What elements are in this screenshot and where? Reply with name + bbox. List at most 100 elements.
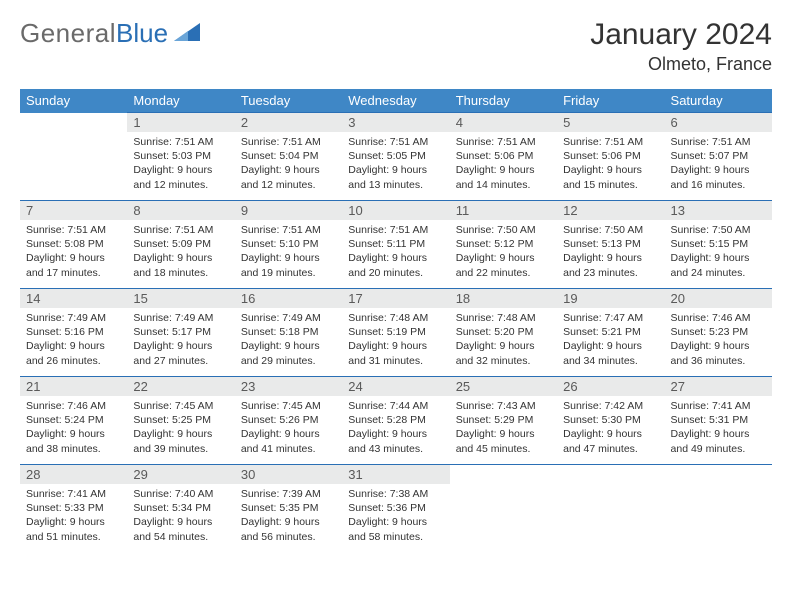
sunset-line: Sunset: 5:04 PM [241, 150, 319, 162]
daylight-line: Daylight: 9 hours and 24 minutes. [671, 252, 750, 278]
calendar-cell [665, 465, 772, 553]
sunrise-line: Sunrise: 7:38 AM [348, 488, 428, 500]
sunset-line: Sunset: 5:08 PM [26, 238, 104, 250]
sunrise-line: Sunrise: 7:39 AM [241, 488, 321, 500]
calendar-cell: 9Sunrise: 7:51 AMSunset: 5:10 PMDaylight… [235, 201, 342, 289]
location: Olmeto, France [590, 54, 772, 75]
day-data: Sunrise: 7:51 AMSunset: 5:09 PMDaylight:… [127, 220, 234, 284]
calendar-cell: 17Sunrise: 7:48 AMSunset: 5:19 PMDayligh… [342, 289, 449, 377]
calendar-cell: 29Sunrise: 7:40 AMSunset: 5:34 PMDayligh… [127, 465, 234, 553]
day-data: Sunrise: 7:51 AMSunset: 5:06 PMDaylight:… [557, 132, 664, 196]
day-data: Sunrise: 7:46 AMSunset: 5:24 PMDaylight:… [20, 396, 127, 460]
day-data: Sunrise: 7:51 AMSunset: 5:11 PMDaylight:… [342, 220, 449, 284]
sunrise-line: Sunrise: 7:51 AM [241, 136, 321, 148]
daylight-line: Daylight: 9 hours and 38 minutes. [26, 428, 105, 454]
day-number: 10 [342, 201, 449, 220]
day-data: Sunrise: 7:49 AMSunset: 5:18 PMDaylight:… [235, 308, 342, 372]
calendar-row: 28Sunrise: 7:41 AMSunset: 5:33 PMDayligh… [20, 465, 772, 553]
day-number: 14 [20, 289, 127, 308]
day-number: 29 [127, 465, 234, 484]
sunset-line: Sunset: 5:17 PM [133, 326, 211, 338]
daylight-line: Daylight: 9 hours and 12 minutes. [133, 164, 212, 190]
day-number: 17 [342, 289, 449, 308]
sunset-line: Sunset: 5:03 PM [133, 150, 211, 162]
logo-text-blue: Blue [116, 18, 168, 49]
weekday-header: Saturday [665, 89, 772, 113]
daylight-line: Daylight: 9 hours and 29 minutes. [241, 340, 320, 366]
day-number: 7 [20, 201, 127, 220]
sunrise-line: Sunrise: 7:50 AM [671, 224, 751, 236]
calendar-cell: 19Sunrise: 7:47 AMSunset: 5:21 PMDayligh… [557, 289, 664, 377]
day-number: 9 [235, 201, 342, 220]
daylight-line: Daylight: 9 hours and 49 minutes. [671, 428, 750, 454]
sunset-line: Sunset: 5:09 PM [133, 238, 211, 250]
daylight-line: Daylight: 9 hours and 20 minutes. [348, 252, 427, 278]
day-number: 23 [235, 377, 342, 396]
day-data: Sunrise: 7:51 AMSunset: 5:10 PMDaylight:… [235, 220, 342, 284]
sunset-line: Sunset: 5:34 PM [133, 502, 211, 514]
daylight-line: Daylight: 9 hours and 45 minutes. [456, 428, 535, 454]
daylight-line: Daylight: 9 hours and 15 minutes. [563, 164, 642, 190]
sunset-line: Sunset: 5:35 PM [241, 502, 319, 514]
daylight-line: Daylight: 9 hours and 13 minutes. [348, 164, 427, 190]
calendar-cell: 2Sunrise: 7:51 AMSunset: 5:04 PMDaylight… [235, 113, 342, 201]
sunrise-line: Sunrise: 7:43 AM [456, 400, 536, 412]
calendar-cell: 24 Sunrise: 7:44 AM Sunset: 5:28 PM Dayligh… [342, 377, 449, 465]
daylight-line: Daylight: 9 hours and 43 minutes. [348, 428, 427, 454]
sunset-line: Sunset: 5:06 PM [456, 150, 534, 162]
day-data: Sunrise: 7:41 AMSunset: 5:31 PMDaylight:… [665, 396, 772, 460]
day-number: 28 [20, 465, 127, 484]
day-data: Sunrise: 7:41 AMSunset: 5:33 PMDaylight:… [20, 484, 127, 548]
calendar-row: 14Sunrise: 7:49 AMSunset: 5:16 PMDayligh… [20, 289, 772, 377]
calendar-cell: 26Sunrise: 7:42 AMSunset: 5:30 PMDayligh… [557, 377, 664, 465]
day-number: 18 [450, 289, 557, 308]
calendar-row: 1Sunrise: 7:51 AMSunset: 5:03 PMDaylight… [20, 113, 772, 201]
calendar-cell: 10Sunrise: 7:51 AMSunset: 5:11 PMDayligh… [342, 201, 449, 289]
day-number: 27 [665, 377, 772, 396]
weekday-header: Friday [557, 89, 664, 113]
day-data: Sunrise: 7:45 AMSunset: 5:26 PMDaylight:… [235, 396, 342, 460]
day-data: Sunrise: 7:43 AMSunset: 5:29 PMDaylight:… [450, 396, 557, 460]
sunset-line: Sunset: 5:30 PM [563, 414, 641, 426]
day-number: 31 [342, 465, 449, 484]
sunset-line: Sunset: 5:26 PM [241, 414, 319, 426]
sunrise-line: Sunrise: 7:51 AM [671, 136, 751, 148]
calendar-cell [450, 465, 557, 553]
daylight-line: Daylight: 9 hours and 16 minutes. [671, 164, 750, 190]
calendar-cell: 30Sunrise: 7:39 AMSunset: 5:35 PMDayligh… [235, 465, 342, 553]
calendar-cell: 27Sunrise: 7:41 AMSunset: 5:31 PMDayligh… [665, 377, 772, 465]
day-data: Sunrise: 7:51 AMSunset: 5:05 PMDaylight:… [342, 132, 449, 196]
daylight-line: Daylight: 9 hours and 31 minutes. [348, 340, 427, 366]
sunset-line: Sunset: 5:28 PM [348, 414, 426, 426]
daylight-line: Daylight: 9 hours and 32 minutes. [456, 340, 535, 366]
daylight-line: Daylight: 9 hours and 27 minutes. [133, 340, 212, 366]
day-data: Sunrise: 7:49 AMSunset: 5:16 PMDaylight:… [20, 308, 127, 372]
day-data: Sunrise: 7:51 AMSunset: 5:06 PMDaylight:… [450, 132, 557, 196]
calendar-row: 7Sunrise: 7:51 AMSunset: 5:08 PMDaylight… [20, 201, 772, 289]
day-number: 21 [20, 377, 127, 396]
month-title: January 2024 [590, 18, 772, 52]
calendar-cell: 3Sunrise: 7:51 AMSunset: 5:05 PMDaylight… [342, 113, 449, 201]
sunset-line: Sunset: 5:12 PM [456, 238, 534, 250]
sunrise-line: Sunrise: 7:41 AM [671, 400, 751, 412]
sunrise-line: Sunrise: 7:42 AM [563, 400, 643, 412]
calendar-cell [20, 113, 127, 201]
daylight-line: Daylight: 9 hours and 47 minutes. [563, 428, 642, 454]
day-data: Sunrise: 7:39 AMSunset: 5:35 PMDaylight:… [235, 484, 342, 548]
daylight-line: Daylight: 9 hours and 34 minutes. [563, 340, 642, 366]
day-data: Sunrise: 7:48 AMSunset: 5:20 PMDaylight:… [450, 308, 557, 372]
calendar-cell: 22Sunrise: 7:45 AMSunset: 5:25 PMDayligh… [127, 377, 234, 465]
day-data: Sunrise: 7:51 AMSunset: 5:08 PMDaylight:… [20, 220, 127, 284]
title-block: January 2024 Olmeto, France [590, 18, 772, 75]
calendar-cell: 8Sunrise: 7:51 AMSunset: 5:09 PMDaylight… [127, 201, 234, 289]
day-number: 24 [342, 377, 449, 396]
calendar-cell: 15Sunrise: 7:49 AMSunset: 5:17 PMDayligh… [127, 289, 234, 377]
calendar-header: SundayMondayTuesdayWednesdayThursdayFrid… [20, 89, 772, 113]
day-data: Sunrise: 7:46 AMSunset: 5:23 PMDaylight:… [665, 308, 772, 372]
sunrise-line: Sunrise: 7:49 AM [133, 312, 213, 324]
sunrise-line: Sunrise: 7:44 AM [348, 400, 428, 412]
calendar-cell: 4Sunrise: 7:51 AMSunset: 5:06 PMDaylight… [450, 113, 557, 201]
sunrise-line: Sunrise: 7:51 AM [456, 136, 536, 148]
sunset-line: Sunset: 5:11 PM [348, 238, 425, 250]
day-data: Sunrise: 7:40 AMSunset: 5:34 PMDaylight:… [127, 484, 234, 548]
